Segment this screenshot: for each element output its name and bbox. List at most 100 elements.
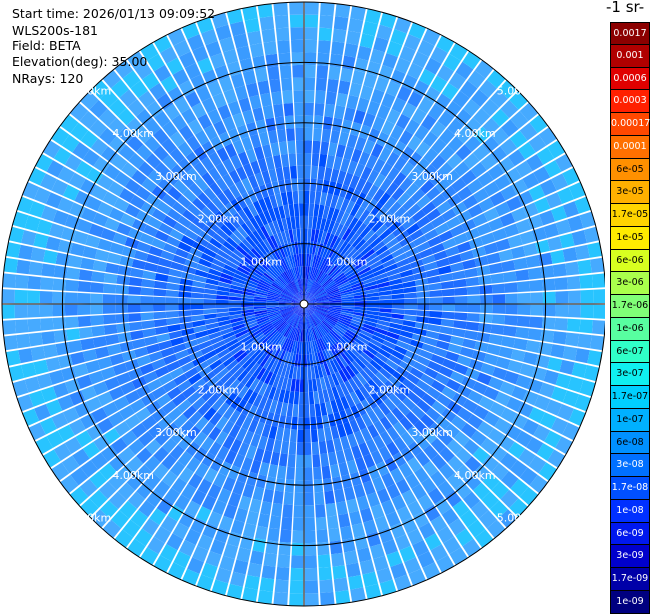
ray-cell [14,289,28,304]
ray-cell [304,140,313,154]
ray-cell [543,369,560,385]
ray-cell [307,279,312,293]
ray-cell [157,178,173,193]
ray-cell [529,279,543,292]
ray-cell [365,345,378,356]
ray-cell [184,62,201,80]
ray-cell [268,330,279,342]
ray-cell [350,343,363,355]
ray-cell [306,279,311,292]
ray-cell [280,153,290,168]
ray-cell [407,457,422,473]
ray-cell [394,574,412,591]
ray-cell [522,418,540,436]
ray-cell [130,330,144,341]
ray-cell [100,227,116,242]
colorbar-cell: 1.7e-09 [610,568,650,591]
ray-cell [278,301,292,304]
ray-cell [318,440,328,455]
ray-cell [319,274,330,286]
ray-cell [557,404,574,421]
ray-cell [341,474,353,489]
ray-cell [319,322,330,334]
ray-cell [327,311,340,318]
ray-cell [192,378,206,391]
ray-cell [277,375,285,390]
ray-cell [340,311,354,317]
ray-cell [313,339,320,353]
ray-cell [193,275,207,283]
ray-cell [169,131,186,148]
ray-cell [222,420,235,435]
ray-cell [427,275,441,284]
ray-cell [250,433,261,448]
ray-cell [353,483,366,499]
ray-cell [391,97,407,114]
ray-cell [404,298,418,304]
ray-cell [215,177,229,192]
ray-cell [479,313,493,324]
ray-cell [257,435,268,450]
ray-cell [421,254,436,265]
ray-cell [118,144,136,161]
ray-cell [311,313,321,324]
ray-cell [222,476,236,492]
ray-cell [51,127,70,146]
ray-cell [141,415,157,431]
ray-cell [340,435,351,450]
ray-cell [236,225,249,239]
ray-cell [48,223,65,239]
ray-cell [263,384,273,398]
ray-cell [373,331,387,340]
ray-cell [405,411,420,426]
ray-cell [391,313,405,320]
ray-cell [312,454,321,468]
ray-cell [248,362,260,376]
ray-cell [161,454,177,470]
ray-cell [365,288,379,294]
ray-cell [409,259,424,269]
ray-cell [555,219,572,235]
ray-cell [317,541,330,556]
ray-cell [378,64,394,81]
ray-cell [235,180,247,195]
ray-cell [379,177,393,192]
colorbar-cell: 1.7e-08 [610,477,650,500]
ray-cell [209,411,223,426]
ray-cell [517,304,531,316]
ray-cell [539,210,556,226]
ray-cell [399,269,414,278]
ray-cell [278,141,288,155]
ray-cell [551,417,569,435]
ray-cell [215,304,229,309]
ray-cell [314,191,322,205]
ray-cell [108,136,126,153]
ray-cell [40,317,54,331]
ray-cell [46,430,64,448]
ray-cell [300,228,304,242]
ray-cell [162,154,178,171]
ray-cell [310,254,315,268]
ray-cell [172,68,190,86]
ray-cell [471,246,487,258]
colorbar-cell: 6e-08 [610,431,650,455]
ray-cell [464,117,482,135]
ray-cell [268,288,281,295]
ray-cell [500,119,519,138]
ray-cell [446,153,463,169]
ray-cell [223,264,237,274]
ray-cell [332,270,344,281]
ray-cell [334,488,346,503]
ray-cell [366,531,382,547]
ray-cell [472,447,490,464]
ray-cell [366,304,380,308]
ray-cell [341,304,355,307]
ray-cell [330,425,340,440]
ray-cell [236,124,250,140]
ray-cell [60,474,79,494]
ray-cell [464,330,478,341]
ray-cell [324,334,334,347]
ray-cell [103,273,118,284]
ray-cell [230,395,243,410]
ray-cell [242,70,257,86]
